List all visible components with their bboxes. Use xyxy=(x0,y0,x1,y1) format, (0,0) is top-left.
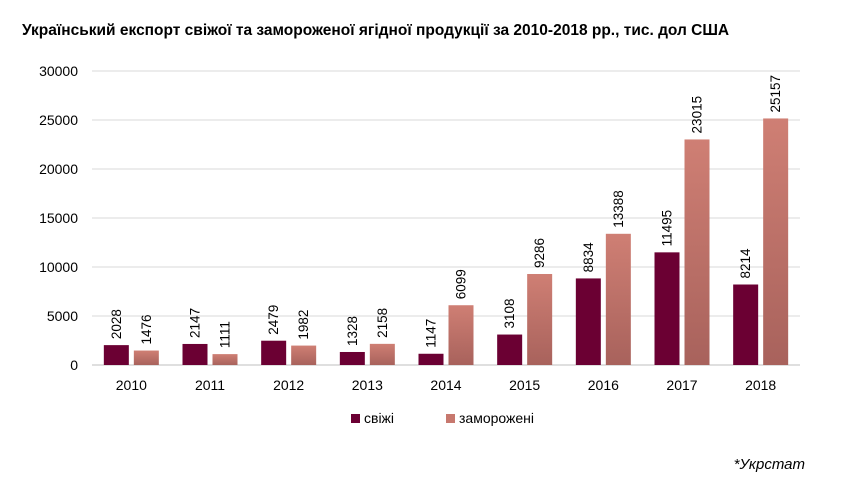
bar-frozen-2011 xyxy=(212,354,238,365)
x-tick-label: 2018 xyxy=(745,377,776,393)
y-tick-label: 5000 xyxy=(47,308,78,324)
data-label: 1982 xyxy=(296,310,311,340)
bar-frozen-2012 xyxy=(291,345,317,365)
x-tick-label: 2016 xyxy=(588,377,619,393)
data-label: 3108 xyxy=(502,298,517,328)
gridlines xyxy=(92,70,800,366)
x-tick-label: 2015 xyxy=(509,377,540,393)
y-tick-label: 15000 xyxy=(39,210,78,226)
legend-label-frozen: заморожені xyxy=(459,410,534,426)
x-axis-ticks: 2010 2011 2012 2013 2014 2015 2016 2017 2018 xyxy=(116,377,777,393)
data-label: 9286 xyxy=(532,238,547,268)
bar-frozen-2016 xyxy=(605,233,631,365)
data-label: 2147 xyxy=(188,308,203,338)
legend-swatch-fresh xyxy=(351,414,360,423)
data-label: 1328 xyxy=(345,316,360,346)
y-tick-label: 10000 xyxy=(39,259,78,275)
bar-frozen-2015 xyxy=(527,273,553,365)
y-axis-ticks: 0 5000 10000 15000 20000 25000 30000 xyxy=(39,63,78,373)
bar-frozen-2018 xyxy=(763,118,789,366)
x-tick-label: 2013 xyxy=(352,377,383,393)
data-label: 8214 xyxy=(738,248,753,279)
data-label: 2028 xyxy=(109,309,124,339)
data-label: 1147 xyxy=(424,319,439,348)
chart-title: Український експорт свіжої та заморожено… xyxy=(22,22,730,39)
x-tick-label: 2017 xyxy=(666,377,697,393)
y-tick-label: 30000 xyxy=(39,63,78,79)
bar-frozen-2017 xyxy=(684,139,710,365)
bar-fresh-2015 xyxy=(497,334,523,365)
bar-frozen-2014 xyxy=(448,305,474,365)
data-label: 6099 xyxy=(454,269,469,299)
y-tick-label: 20000 xyxy=(39,161,78,177)
data-label: 8834 xyxy=(581,242,596,273)
x-tick-label: 2011 xyxy=(195,377,225,393)
x-tick-label: 2014 xyxy=(430,377,461,393)
data-label: 2479 xyxy=(266,305,281,335)
bar-frozen-2013 xyxy=(369,343,395,365)
bar-fresh-2013 xyxy=(339,351,365,365)
bars: 2028 1476 2147 1111 2479 1982 1328 2158 1147 6099… xyxy=(103,75,789,366)
data-label: 13388 xyxy=(611,190,626,228)
x-tick-label: 2012 xyxy=(273,377,304,393)
legend-swatch-frozen xyxy=(446,414,455,423)
bar-fresh-2017 xyxy=(654,252,680,365)
bar-fresh-2014 xyxy=(418,353,444,365)
data-label: 25157 xyxy=(768,75,783,113)
y-tick-label: 0 xyxy=(70,357,78,373)
data-label: 11495 xyxy=(660,210,675,247)
y-tick-label: 25000 xyxy=(39,112,78,128)
bar-fresh-2011 xyxy=(182,343,208,365)
bar-fresh-2010 xyxy=(103,345,129,365)
legend: свіжі заморожені xyxy=(351,410,534,426)
data-label: 1476 xyxy=(139,314,154,344)
bar-fresh-2012 xyxy=(261,340,287,365)
data-label: 2158 xyxy=(375,308,390,338)
legend-label-fresh: свіжі xyxy=(364,410,394,426)
data-label: 1111 xyxy=(218,321,233,348)
bar-frozen-2010 xyxy=(133,350,159,365)
bar-fresh-2016 xyxy=(575,278,601,365)
data-label: 23015 xyxy=(690,96,705,134)
x-tick-label: 2010 xyxy=(116,377,147,393)
bar-fresh-2018 xyxy=(733,284,759,365)
source-note: *Укрстат xyxy=(733,456,805,473)
